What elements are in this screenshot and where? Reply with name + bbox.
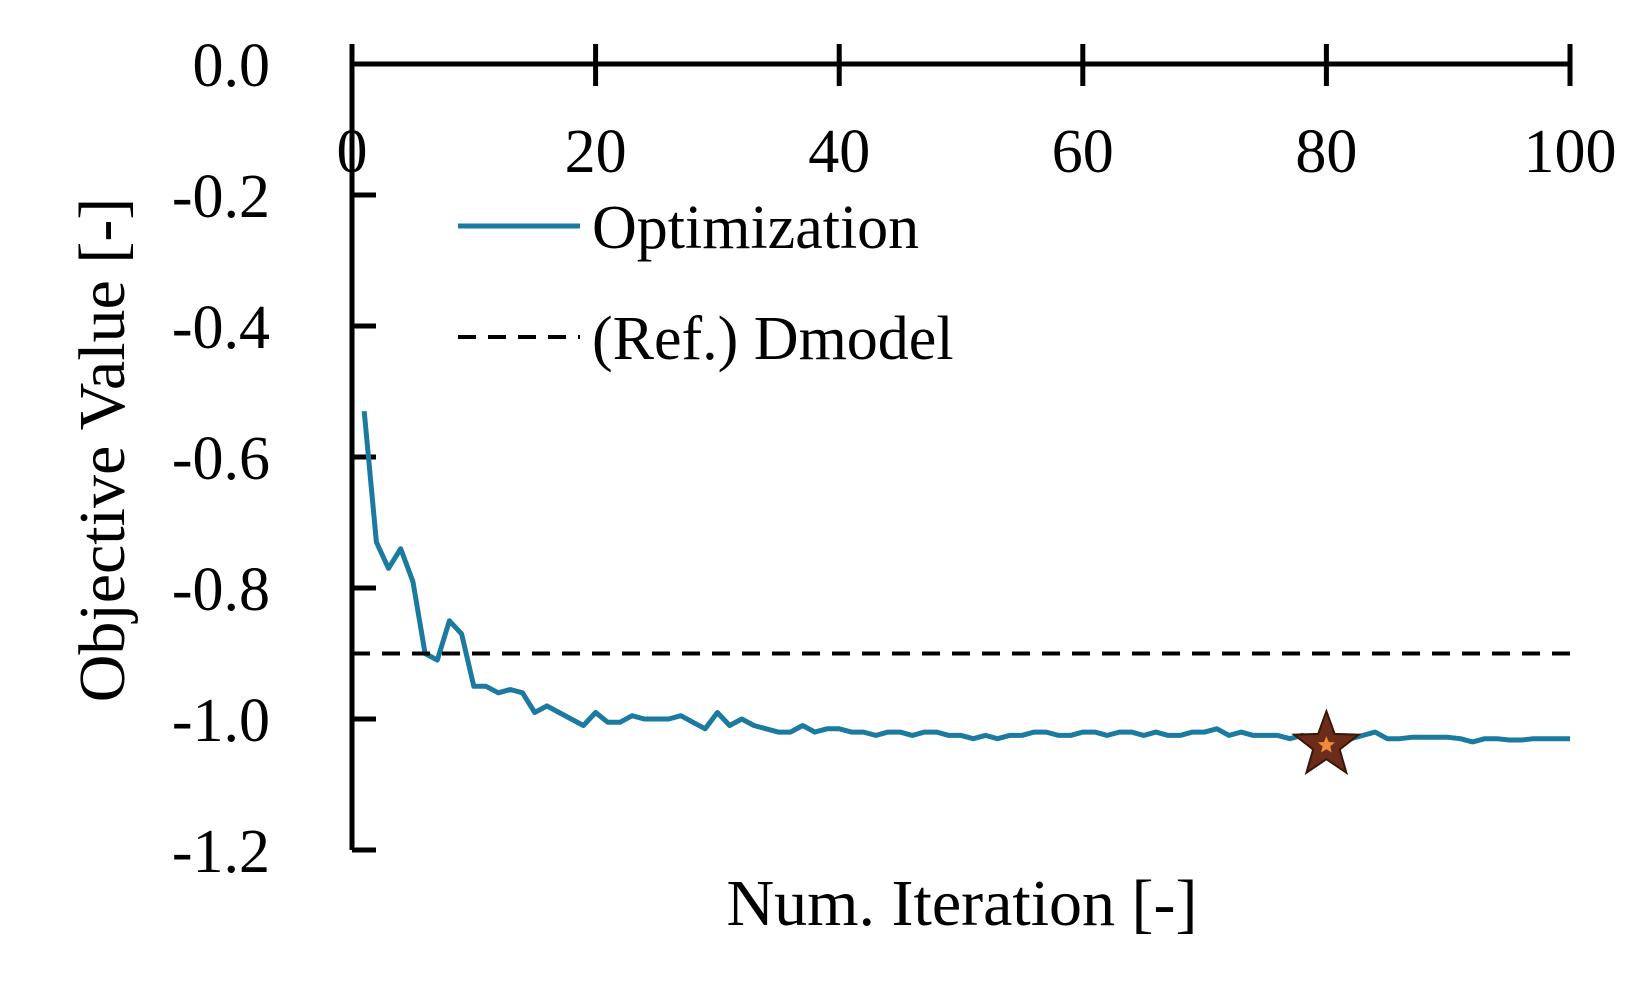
x-tick-label: 20 bbox=[565, 118, 627, 186]
y-tick-label: -0.2 bbox=[172, 163, 270, 231]
x-tick-label: 80 bbox=[1295, 118, 1357, 186]
legend-reference-label: (Ref.) Dmodel bbox=[592, 305, 954, 373]
x-tick-label: 60 bbox=[1052, 118, 1114, 186]
y-tick-label: -0.4 bbox=[172, 294, 270, 362]
best-point-star-inner bbox=[1317, 736, 1335, 753]
y-tick-label: -1.2 bbox=[172, 818, 270, 886]
series-layer bbox=[352, 410, 1570, 776]
y-tick-label: -1.0 bbox=[172, 687, 270, 755]
legend: Optimization (Ref.) Dmodel bbox=[458, 194, 954, 373]
x-tick-label: 100 bbox=[1524, 118, 1617, 186]
x-ticks: 0 20 40 60 80 100 bbox=[337, 44, 1617, 186]
y-tick-label: -0.6 bbox=[172, 425, 270, 493]
optimization-line bbox=[361, 410, 1570, 745]
y-tick-label: -0.8 bbox=[172, 556, 270, 624]
x-axis-title: Num. Iteration [-] bbox=[727, 867, 1198, 940]
y-axis-title: Objective Value [-] bbox=[66, 198, 139, 703]
x-tick-label: 40 bbox=[808, 118, 870, 186]
legend-optimization-label: Optimization bbox=[592, 194, 919, 262]
y-tick-label: 0.0 bbox=[193, 32, 271, 100]
y-ticks: 0.0 -0.2 -0.4 -0.6 -0.8 -1.0 -1.2 bbox=[172, 32, 376, 886]
x-tick-label: 0 bbox=[337, 118, 368, 186]
